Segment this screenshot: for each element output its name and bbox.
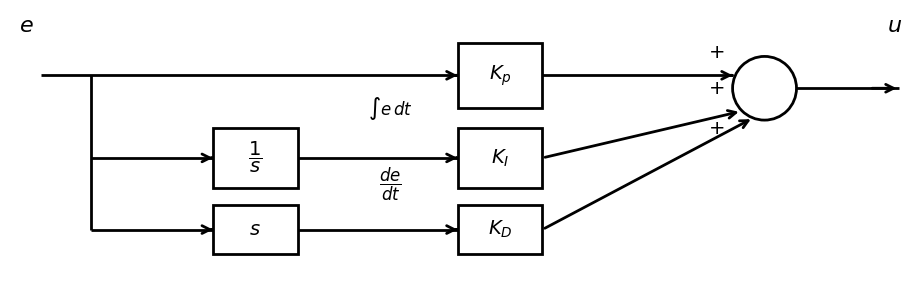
Bar bbox=[213, 205, 298, 254]
Bar bbox=[213, 128, 298, 188]
Text: $\dfrac{de}{dt}$: $\dfrac{de}{dt}$ bbox=[378, 166, 401, 203]
Text: $u$: $u$ bbox=[888, 16, 902, 36]
Bar bbox=[457, 128, 542, 188]
Text: +: + bbox=[709, 118, 725, 138]
Text: $\int e\, dt$: $\int e\, dt$ bbox=[367, 95, 412, 122]
Text: $K_D$: $K_D$ bbox=[487, 219, 512, 240]
Text: +: + bbox=[709, 43, 725, 62]
Text: $\dfrac{1}{s}$: $\dfrac{1}{s}$ bbox=[248, 140, 263, 175]
Text: $K_I$: $K_I$ bbox=[491, 147, 509, 169]
Bar bbox=[457, 43, 542, 108]
Text: $e$: $e$ bbox=[18, 16, 33, 36]
Bar bbox=[457, 205, 542, 254]
Text: $K_p$: $K_p$ bbox=[488, 63, 511, 88]
Text: +: + bbox=[709, 79, 725, 98]
Text: $s$: $s$ bbox=[249, 220, 261, 239]
